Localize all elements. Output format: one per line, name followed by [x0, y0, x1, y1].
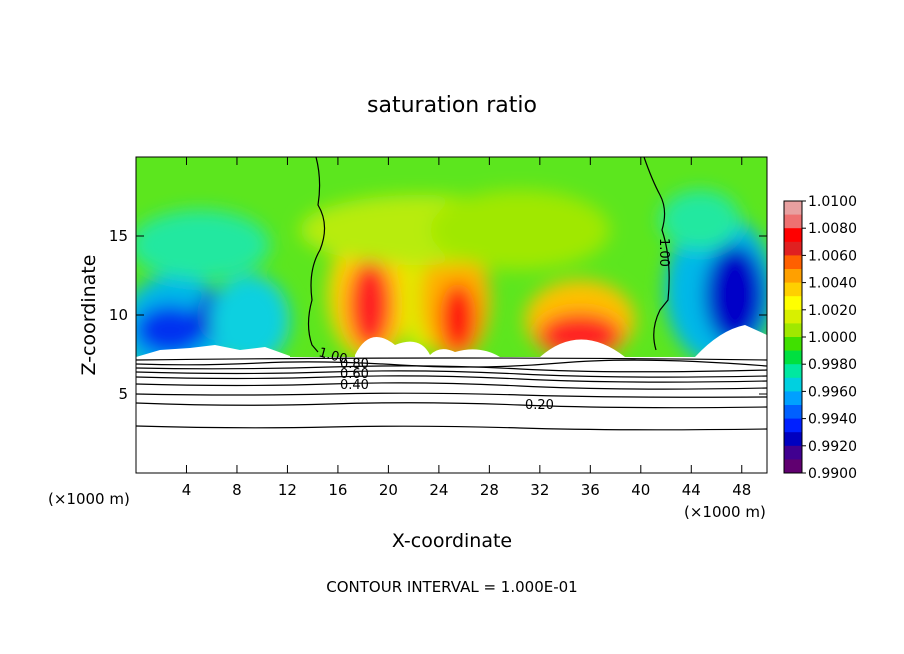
colorbar-swatch: [784, 323, 802, 338]
colorbar-label: 1.0020: [808, 303, 857, 319]
white-pocket-center: [355, 337, 500, 357]
y-tick-label: 15: [109, 227, 128, 245]
contour-label: 1.00: [317, 345, 349, 367]
x-tick-label: 32: [530, 481, 549, 499]
x-tick-label: 48: [732, 481, 751, 499]
colorbar-swatch: [784, 269, 802, 284]
colorbar-swatch: [784, 337, 802, 352]
contour-label: 0.60: [340, 367, 369, 382]
y-axis-label: Z-coordinate: [78, 255, 100, 376]
contour-label: 1.00: [656, 238, 671, 267]
contour-interval-footer: CONTOUR INTERVAL = 1.000E-01: [326, 578, 577, 596]
colorbar-swatch: [784, 350, 802, 365]
contour-label: 0.80: [340, 357, 369, 372]
x-unit-label-left: (×1000 m): [48, 490, 130, 508]
x-tick-label: 4: [182, 481, 192, 499]
colorbar-label: 0.9960: [808, 384, 857, 400]
x-axis-label: X-coordinate: [392, 530, 512, 552]
x-tick-label: 44: [682, 481, 701, 499]
white-pocket-far-right: [695, 325, 767, 360]
contour-0.40: [136, 382, 767, 390]
colorbar-label: 1.0000: [808, 330, 857, 346]
contour-1.00-left: [307, 157, 326, 353]
chart-title: saturation ratio: [367, 93, 537, 118]
x-tick-label: 12: [278, 481, 297, 499]
colorbar-label: 1.0040: [808, 276, 857, 292]
colorbar-swatch: [784, 282, 802, 297]
x-tick-label: 28: [480, 481, 499, 499]
x-tick-label: 36: [581, 481, 600, 499]
contour-1.00-lower: [136, 357, 767, 361]
colorbar-swatch: [784, 309, 802, 324]
plot-area: [136, 157, 767, 473]
y-tick-label: 5: [118, 385, 128, 403]
contour-0.60: [136, 370, 767, 378]
white-pocket-right: [540, 339, 625, 357]
colorbar: 1.0100 1.0080 1.0060 1.0040 1.0020 1.0000 0.99…: [783, 194, 857, 482]
colorbar-label: 0.9940: [808, 412, 857, 428]
y-tick-label: 10: [109, 306, 128, 324]
colorbar-swatch: [784, 201, 802, 216]
colorbar-label: 1.0080: [808, 221, 857, 237]
colorbar-swatch: [784, 364, 802, 379]
colorbar-swatch: [784, 241, 802, 256]
y-axis: 5 10 15: [109, 227, 767, 403]
contour-lines: [136, 157, 767, 431]
colorbar-swatch: [784, 255, 802, 270]
white-pocket-left: [136, 345, 290, 360]
contour-label: 0.20: [525, 398, 554, 413]
colorbar-swatch: [784, 405, 802, 420]
colorbar-swatch: [784, 459, 802, 474]
contour-labels: 1.00 1.00 0.80 0.60 0.40 0.20: [317, 238, 671, 413]
colorbar-swatch: [784, 228, 802, 243]
contour-0.20: [136, 402, 767, 409]
contour-0.50: [136, 375, 767, 383]
saturation-field: [136, 190, 767, 385]
colorbar-label: 1.0060: [808, 248, 857, 264]
x-tick-label: 16: [328, 481, 347, 499]
contour-label: 0.40: [340, 378, 369, 393]
colorbar-label: 1.0100: [808, 194, 857, 210]
contour-1.00-right: [643, 157, 670, 351]
colorbar-swatch: [784, 214, 802, 229]
colorbar-swatch: [784, 377, 802, 392]
x-unit-label-right: (×1000 m): [684, 503, 766, 521]
lower-white-region: [136, 357, 767, 473]
contour-0.30: [136, 392, 767, 398]
colorbar-swatch: [784, 445, 802, 460]
contour-0.80b: [136, 365, 767, 373]
x-tick-label: 24: [429, 481, 448, 499]
colorbar-swatch: [784, 391, 802, 406]
colorbar-swatch: [784, 418, 802, 433]
colorbar-label: 0.9920: [808, 439, 857, 455]
x-tick-label: 40: [631, 481, 650, 499]
x-tick-label: 8: [232, 481, 242, 499]
colorbar-swatch: [784, 432, 802, 447]
x-axis: 4 8 12 16 20 24 28 32 36 40 44 48: [182, 157, 751, 499]
colorbar-label: 0.9900: [808, 466, 857, 482]
colorbar-label: 0.9980: [808, 357, 857, 373]
x-tick-label: 20: [379, 481, 398, 499]
contour-0.10: [136, 425, 767, 431]
colorbar-swatch: [784, 296, 802, 311]
